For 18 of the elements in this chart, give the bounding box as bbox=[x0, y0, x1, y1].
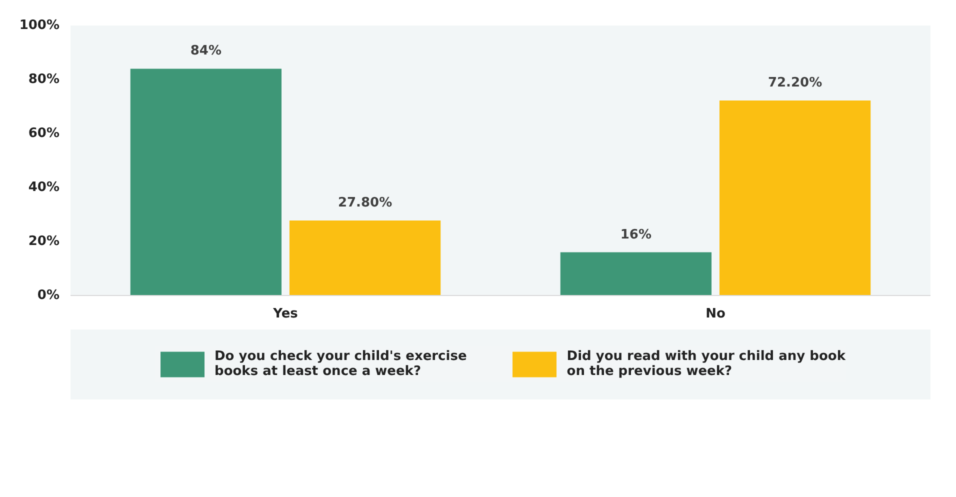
x-tick-label: Yes bbox=[272, 306, 298, 322]
legend-label: Do you check your child's exercise books at least once a week? bbox=[214, 348, 467, 381]
legend-label: Did you read with your child any book on the previous week? bbox=[566, 348, 846, 381]
y-tick-label: 20% bbox=[28, 234, 60, 249]
bar bbox=[560, 252, 712, 296]
y-tick-label: 80% bbox=[28, 72, 60, 87]
data-label: 16% bbox=[620, 227, 652, 242]
data-label: 27.80% bbox=[338, 195, 392, 210]
y-tick-label: 100% bbox=[19, 18, 60, 33]
y-tick-label: 60% bbox=[28, 126, 60, 141]
data-label: 84% bbox=[190, 44, 222, 59]
y-tick-label: 0% bbox=[37, 288, 60, 303]
y-tick-label: 40% bbox=[28, 180, 60, 195]
bar bbox=[130, 68, 282, 296]
bar bbox=[719, 100, 871, 296]
data-label: 72.20% bbox=[768, 76, 822, 91]
bar bbox=[289, 220, 441, 296]
x-tick-label: No bbox=[706, 306, 726, 322]
